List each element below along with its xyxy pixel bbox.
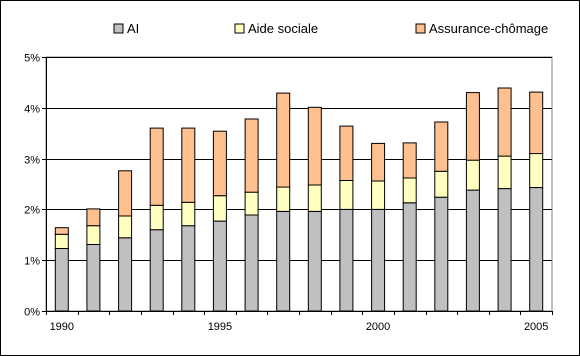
bar-segment-aide-sociale-2001 xyxy=(402,177,417,204)
x-tick-label: 1995 xyxy=(208,321,232,333)
bar-segment-ai-2005 xyxy=(529,187,544,312)
bar-segment-assurance-ch-mage-2005 xyxy=(529,91,544,155)
legend-label: Aide sociale xyxy=(248,21,318,36)
x-tick-label: 2000 xyxy=(366,321,390,333)
bar-segment-assurance-ch-mage-2004 xyxy=(497,87,512,157)
legend-swatch xyxy=(415,23,426,34)
legend: AI Aide sociale Assurance-chômage xyxy=(113,21,548,36)
y-axis-ticks: 0% 1% 2% 3% 4% 5% xyxy=(24,53,46,319)
bar-segment-aide-sociale-1999 xyxy=(339,179,354,210)
legend-label: Assurance-chômage xyxy=(429,21,548,36)
legend-item-assurance-ch-mage: Assurance-chômage xyxy=(415,21,548,36)
bar-segment-ai-1992 xyxy=(118,237,133,312)
legend-item-aide-sociale: Aide sociale xyxy=(234,21,318,36)
legend-swatch xyxy=(113,23,124,34)
bar-segment-ai-1998 xyxy=(307,210,322,312)
y-tick-label: 1% xyxy=(24,256,40,268)
bar-segment-aide-sociale-1996 xyxy=(244,191,259,216)
bar-segment-aide-sociale-1994 xyxy=(181,201,196,227)
x-tick-label: 1990 xyxy=(50,321,74,333)
bar-segment-assurance-ch-mage-1995 xyxy=(212,130,227,197)
bar-segment-assurance-ch-mage-1993 xyxy=(149,127,164,206)
bar-segment-aide-sociale-1990 xyxy=(54,233,69,250)
bar-segment-ai-2001 xyxy=(402,202,417,312)
bar-segment-assurance-ch-mage-1996 xyxy=(244,118,259,193)
bar-segment-assurance-ch-mage-1992 xyxy=(118,170,133,217)
bar-segment-aide-sociale-2003 xyxy=(465,159,480,191)
y-tick-label: 4% xyxy=(24,104,40,116)
bar-segment-ai-1994 xyxy=(181,225,196,312)
bar-segment-assurance-ch-mage-1990 xyxy=(54,227,69,235)
bar-segment-aide-sociale-1991 xyxy=(86,225,101,245)
bar-segment-ai-2003 xyxy=(465,189,480,312)
bar-segment-assurance-ch-mage-2003 xyxy=(465,92,480,161)
bar-segment-assurance-ch-mage-2000 xyxy=(371,142,386,182)
bar-segment-ai-2000 xyxy=(371,208,386,312)
y-tick-label: 5% xyxy=(24,53,40,65)
bar-segment-ai-1990 xyxy=(54,248,69,312)
bar-segment-ai-1997 xyxy=(276,210,291,312)
y-tick-label: 2% xyxy=(24,205,40,217)
bar-segment-aide-sociale-2000 xyxy=(371,180,386,210)
bar-segment-ai-2002 xyxy=(434,196,449,312)
legend-label: AI xyxy=(127,21,139,36)
y-tick-label: 3% xyxy=(24,155,40,167)
bar-segment-aide-sociale-1993 xyxy=(149,204,164,231)
x-tick-label: 2005 xyxy=(524,321,548,333)
bar-segment-ai-1995 xyxy=(212,220,227,312)
bar-segment-aide-sociale-1998 xyxy=(307,184,322,212)
bar-segment-ai-1991 xyxy=(86,244,101,312)
bar-segment-assurance-ch-mage-2001 xyxy=(402,142,417,179)
bar-segment-ai-2004 xyxy=(497,188,512,312)
legend-swatch xyxy=(234,23,245,34)
bar-segment-assurance-ch-mage-2002 xyxy=(434,121,449,172)
bar-segment-assurance-ch-mage-1991 xyxy=(86,208,101,227)
bar-segment-ai-1996 xyxy=(244,214,259,312)
bar-segment-assurance-ch-mage-1994 xyxy=(181,127,196,203)
bar-segment-assurance-ch-mage-1997 xyxy=(276,92,291,188)
legend-item-ai: AI xyxy=(113,21,139,36)
x-axis-ticks: 1990 1995 2000 2005 xyxy=(46,311,553,333)
bar-segment-aide-sociale-1995 xyxy=(212,195,227,222)
y-tick-label: 0% xyxy=(24,307,40,319)
bar-segment-aide-sociale-1992 xyxy=(118,215,133,239)
bar-segment-ai-1993 xyxy=(149,229,164,312)
bar-segment-assurance-ch-mage-1998 xyxy=(307,106,322,186)
bar-segment-aide-sociale-2002 xyxy=(434,170,449,198)
bar-segment-aide-sociale-2005 xyxy=(529,153,544,188)
bar-segment-assurance-ch-mage-1999 xyxy=(339,125,354,181)
bar-segment-aide-sociale-2004 xyxy=(497,155,512,190)
bar-segment-ai-1999 xyxy=(339,208,354,312)
bar-segment-aide-sociale-1997 xyxy=(276,186,291,212)
